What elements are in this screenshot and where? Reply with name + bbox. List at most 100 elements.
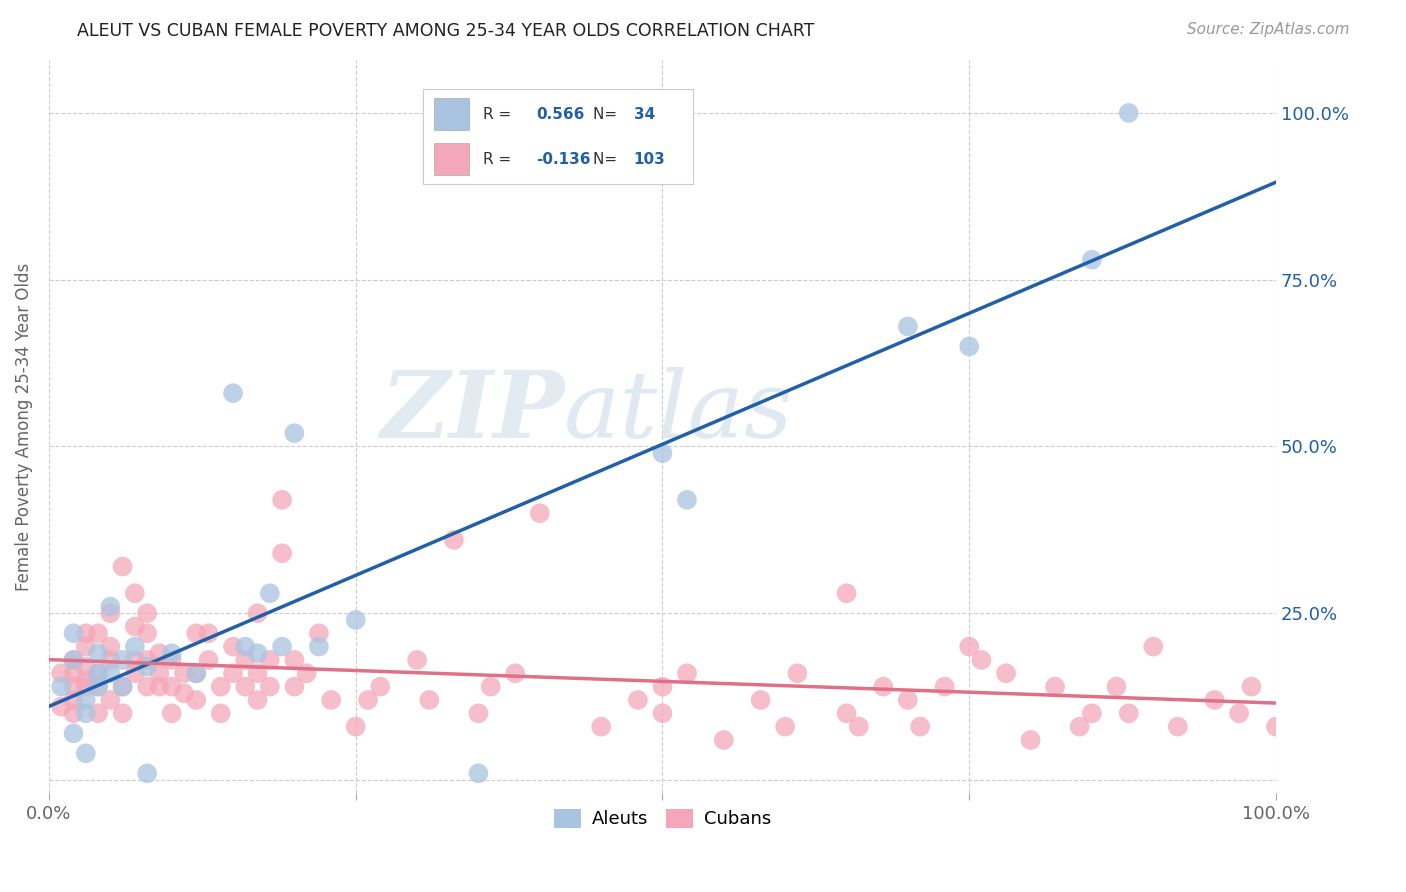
Cubans [872,680,894,694]
Cubans [271,546,294,560]
Cubans [111,706,134,721]
Cubans [246,606,269,620]
Aleuts [1118,106,1140,120]
Cubans [749,693,772,707]
Cubans [1167,720,1189,734]
Aleuts [62,626,84,640]
Cubans [357,693,380,707]
Cubans [62,666,84,681]
Cubans [136,606,159,620]
Cubans [321,693,343,707]
Cubans [62,693,84,707]
Aleuts [62,726,84,740]
Cubans [124,666,146,681]
Cubans [87,626,110,640]
Cubans [209,706,232,721]
Cubans [160,653,183,667]
Cubans [676,666,699,681]
Cubans [233,653,256,667]
Cubans [479,680,502,694]
Cubans [51,666,73,681]
Cubans [222,666,245,681]
Aleuts [98,599,121,614]
Cubans [835,586,858,600]
Cubans [51,699,73,714]
Cubans [995,666,1018,681]
Aleuts [136,659,159,673]
Aleuts [676,492,699,507]
Cubans [835,706,858,721]
Cubans [773,720,796,734]
Cubans [111,680,134,694]
Cubans [75,680,97,694]
Cubans [148,666,170,681]
Cubans [75,659,97,673]
Cubans [62,680,84,694]
Cubans [1043,680,1066,694]
Cubans [197,653,219,667]
Cubans [124,619,146,633]
Cubans [1069,720,1091,734]
Aleuts [75,706,97,721]
Cubans [246,666,269,681]
Text: ALEUT VS CUBAN FEMALE POVERTY AMONG 25-34 YEAR OLDS CORRELATION CHART: ALEUT VS CUBAN FEMALE POVERTY AMONG 25-3… [77,22,814,40]
Aleuts [1081,252,1104,267]
Cubans [87,680,110,694]
Cubans [1240,680,1263,694]
Aleuts [271,640,294,654]
Aleuts [186,666,208,681]
Cubans [186,626,208,640]
Aleuts [111,653,134,667]
Aleuts [160,646,183,660]
Cubans [970,653,993,667]
Text: atlas: atlas [564,367,794,457]
Text: Source: ZipAtlas.com: Source: ZipAtlas.com [1187,22,1350,37]
Cubans [222,640,245,654]
Cubans [259,680,281,694]
Cubans [418,693,440,707]
Cubans [1204,693,1226,707]
Aleuts [124,640,146,654]
Cubans [529,506,551,520]
Aleuts [75,747,97,761]
Cubans [1142,640,1164,654]
Cubans [908,720,931,734]
Aleuts [87,666,110,681]
Cubans [87,666,110,681]
Cubans [1227,706,1250,721]
Cubans [111,559,134,574]
Cubans [124,653,146,667]
Cubans [271,492,294,507]
Cubans [786,666,808,681]
Cubans [957,640,980,654]
Cubans [148,680,170,694]
Cubans [62,653,84,667]
Cubans [1118,706,1140,721]
Cubans [848,720,870,734]
Aleuts [246,646,269,660]
Aleuts [344,613,367,627]
Cubans [283,680,305,694]
Aleuts [111,680,134,694]
Aleuts [283,426,305,441]
Cubans [173,666,195,681]
Cubans [1019,733,1042,747]
Cubans [443,533,465,547]
Cubans [75,673,97,687]
Cubans [651,706,673,721]
Cubans [1081,706,1104,721]
Cubans [98,606,121,620]
Aleuts [75,693,97,707]
Cubans [173,686,195,700]
Cubans [1265,720,1288,734]
Cubans [651,680,673,694]
Cubans [136,626,159,640]
Aleuts [467,766,489,780]
Y-axis label: Female Poverty Among 25-34 Year Olds: Female Poverty Among 25-34 Year Olds [15,262,32,591]
Cubans [136,680,159,694]
Aleuts [136,766,159,780]
Aleuts [897,319,920,334]
Aleuts [87,680,110,694]
Cubans [160,680,183,694]
Aleuts [259,586,281,600]
